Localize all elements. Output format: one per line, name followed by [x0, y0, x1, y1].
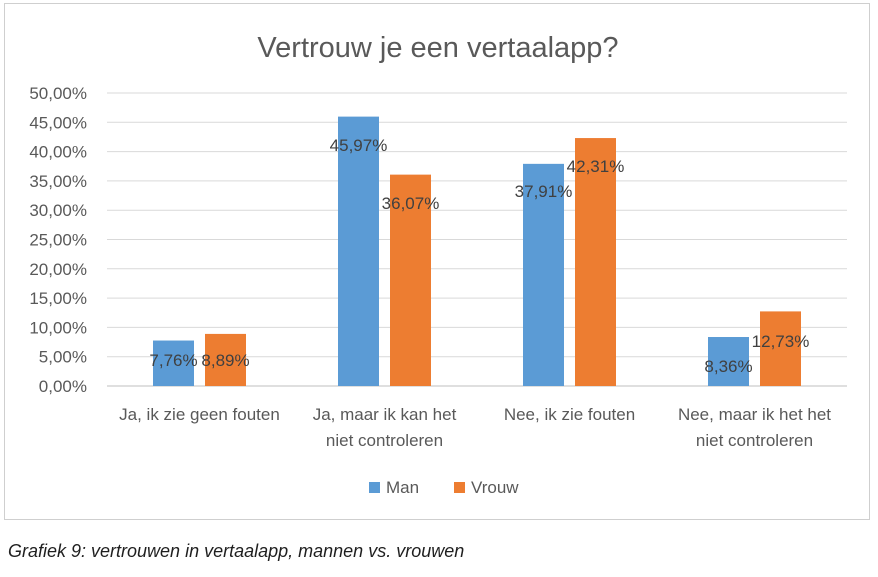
bar-vrouw	[575, 138, 616, 386]
y-tick-label: 5,00%	[39, 348, 87, 367]
x-tick-label: niet controleren	[326, 431, 443, 450]
y-tick-label: 30,00%	[29, 201, 87, 220]
x-tick-label: Ja, maar ik kan het	[313, 405, 457, 424]
chart-frame: Vertrouw je een vertaalapp? 0,00% 5,00% 10…	[4, 3, 870, 520]
data-label-man: 45,97%	[330, 136, 388, 155]
x-tick-label: Nee, maar ik het het	[678, 405, 831, 424]
bar-man	[153, 340, 194, 386]
y-tick-label: 35,00%	[29, 172, 87, 191]
x-tick-label: Ja, ik zie geen fouten	[119, 405, 280, 424]
figure-caption: Grafiek 9: vertrouwen in vertaalapp, man…	[8, 541, 465, 561]
data-label-man: 7,76%	[149, 351, 197, 370]
y-tick-label: 10,00%	[29, 318, 87, 337]
bar-man	[523, 163, 564, 386]
legend-swatch-vrouw	[454, 482, 465, 493]
data-label-vrouw: 12,73%	[752, 332, 810, 351]
legend-label-man: Man	[386, 478, 419, 497]
bar-man	[708, 337, 749, 386]
data-label-vrouw: 8,89%	[201, 351, 249, 370]
x-tick-label: niet controleren	[696, 431, 813, 450]
chart-title: Vertrouw je een vertaalapp?	[257, 32, 618, 64]
y-tick-label: 15,00%	[29, 289, 87, 308]
data-label-man: 8,36%	[704, 357, 752, 376]
legend-label-vrouw: Vrouw	[471, 478, 519, 497]
y-tick-label: 20,00%	[29, 260, 87, 279]
y-tick-label: 40,00%	[29, 143, 87, 162]
bar-chart: Vertrouw je een vertaalapp? 0,00% 5,00% 10…	[29, 32, 847, 497]
data-label-man: 37,91%	[515, 182, 573, 201]
bar-man	[338, 116, 379, 387]
y-tick-label: 0,00%	[39, 377, 87, 396]
y-tick-label: 50,00%	[29, 84, 87, 103]
x-tick-label: Nee, ik zie fouten	[504, 405, 635, 424]
bar-vrouw	[205, 333, 246, 386]
data-label-vrouw: 42,31%	[567, 157, 625, 176]
y-tick-label: 45,00%	[29, 113, 87, 132]
bar-vrouw	[390, 174, 431, 386]
legend-swatch-man	[369, 482, 380, 493]
bar-vrouw	[760, 311, 801, 386]
data-label-vrouw: 36,07%	[382, 194, 440, 213]
y-tick-label: 25,00%	[29, 231, 87, 250]
